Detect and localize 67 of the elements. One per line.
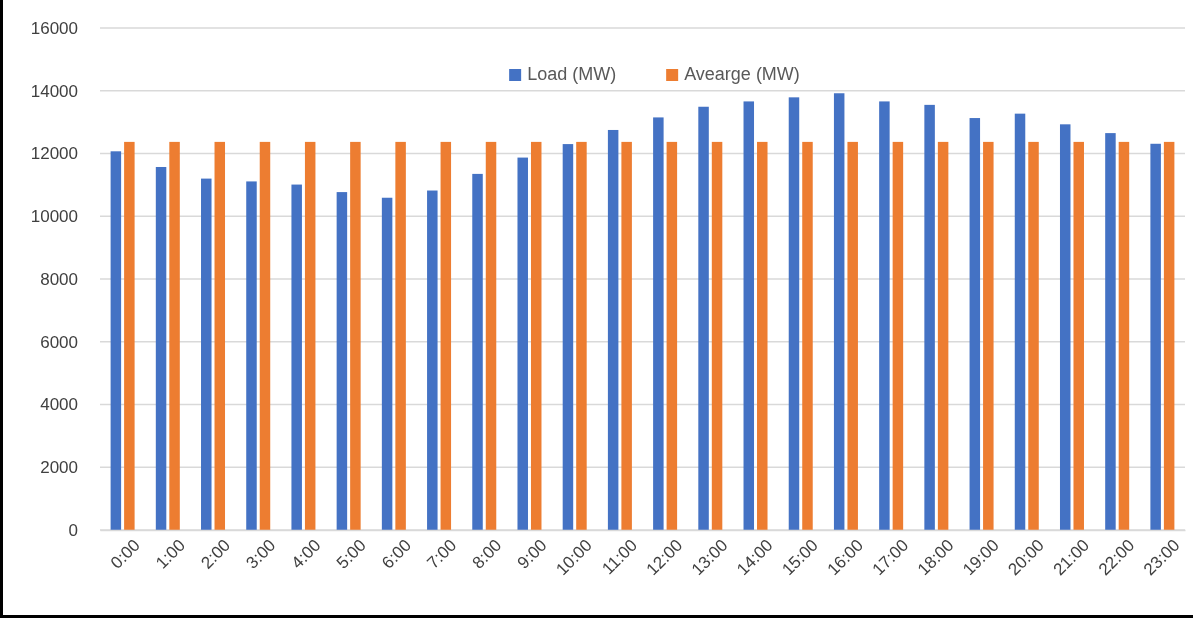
bar <box>472 173 483 530</box>
bar <box>530 141 542 530</box>
bar <box>576 141 587 530</box>
legend-label: Load (MW) <box>527 64 617 84</box>
bar <box>711 141 723 530</box>
y-tick-label: 16000 <box>30 18 78 38</box>
bar <box>879 101 890 530</box>
bar <box>983 141 994 530</box>
bar <box>833 93 845 530</box>
y-tick-label: 6000 <box>40 332 78 352</box>
bar <box>743 101 755 530</box>
y-tick-label: 2000 <box>40 458 78 478</box>
bar <box>440 141 452 530</box>
y-tick-label: 8000 <box>40 269 78 289</box>
bar <box>1073 141 1084 530</box>
bar <box>847 141 858 530</box>
bar <box>1014 113 1026 530</box>
bar <box>214 141 226 530</box>
legend-label: Avearge (MW) <box>684 64 800 84</box>
bar <box>304 141 316 530</box>
bar <box>336 192 348 530</box>
x-tick-label: 3:00 <box>242 535 280 573</box>
bar <box>485 141 497 530</box>
bar <box>937 141 949 530</box>
bar <box>201 178 212 530</box>
bar <box>169 141 180 530</box>
x-tick-label: 7:00 <box>423 535 461 573</box>
bar <box>1163 141 1175 530</box>
bar <box>381 197 393 530</box>
bar <box>653 117 664 530</box>
bar <box>517 157 528 530</box>
bar <box>562 144 574 530</box>
y-tick-label: 0 <box>68 520 78 540</box>
x-tick-label: 4:00 <box>287 535 325 573</box>
bar <box>892 141 904 530</box>
bar <box>1105 133 1116 530</box>
bar <box>698 106 709 530</box>
x-tick-label: 6:00 <box>378 535 415 573</box>
bar <box>155 166 167 530</box>
bar <box>607 129 619 530</box>
bar <box>427 190 438 530</box>
bar <box>621 141 632 530</box>
x-tick-label: 8:00 <box>468 535 506 573</box>
bar <box>1028 141 1039 530</box>
y-tick-label: 14000 <box>30 81 78 101</box>
y-tick-label: 12000 <box>30 144 78 164</box>
y-tick-label: 10000 <box>30 207 78 227</box>
bar <box>666 141 678 530</box>
bar <box>110 151 122 530</box>
bar <box>124 141 135 530</box>
bar <box>291 184 302 530</box>
bar <box>350 141 361 530</box>
x-tick-label: 9:00 <box>513 535 551 573</box>
bar <box>802 141 813 530</box>
bar <box>1059 124 1071 530</box>
bar <box>246 181 257 530</box>
bar <box>259 141 271 530</box>
y-tick-label: 4000 <box>40 395 78 415</box>
x-tick-label: 5:00 <box>332 535 370 573</box>
bar <box>924 104 935 530</box>
bar <box>969 118 981 530</box>
bar <box>788 97 800 530</box>
bar <box>1118 141 1130 530</box>
x-tick-label: 0:00 <box>106 535 144 573</box>
bar <box>395 141 406 530</box>
bar <box>757 141 768 530</box>
bar <box>1150 143 1161 530</box>
